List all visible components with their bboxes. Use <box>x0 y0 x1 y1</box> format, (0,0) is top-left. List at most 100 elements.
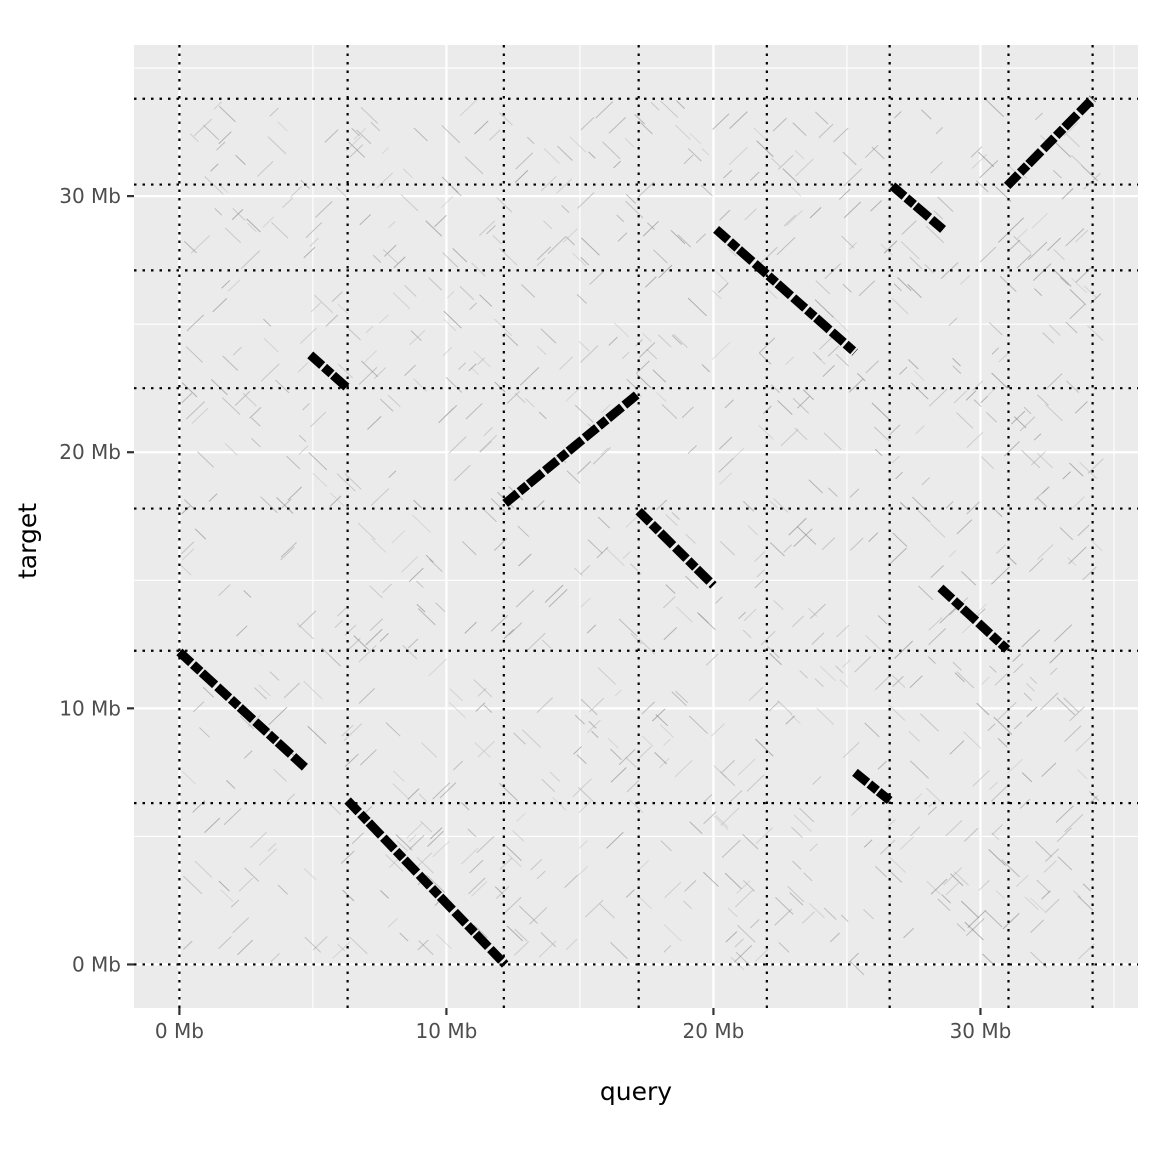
background-hit <box>267 136 287 155</box>
background-hit <box>304 936 322 953</box>
background-hit <box>719 209 731 221</box>
background-hit <box>344 753 359 767</box>
background-hit <box>750 918 760 929</box>
background-hit <box>351 127 360 137</box>
background-hit <box>949 740 965 755</box>
background-hit <box>724 399 734 409</box>
background-hit <box>515 152 534 170</box>
background-hit <box>1013 416 1027 429</box>
background-hit <box>888 704 906 721</box>
background-hit <box>270 953 280 963</box>
background-hit <box>814 678 824 688</box>
background-hit <box>244 867 260 882</box>
background-hit <box>392 783 410 800</box>
background-hit <box>1064 814 1084 833</box>
background-hit <box>303 246 316 259</box>
background-hit <box>657 334 672 348</box>
background-hit <box>1049 667 1058 675</box>
background-hit <box>358 688 376 704</box>
background-hit <box>559 356 574 370</box>
background-hit <box>926 881 941 895</box>
background-hit <box>705 653 719 666</box>
background-hit <box>387 394 401 408</box>
background-hit <box>1063 121 1079 137</box>
background-hit <box>727 790 743 805</box>
background-hit <box>527 632 546 651</box>
background-hit <box>790 713 801 725</box>
background-hit <box>429 827 443 840</box>
background-hit <box>608 116 626 134</box>
background-hit <box>720 807 740 826</box>
background-hit <box>1082 883 1092 892</box>
background-hit <box>908 359 919 370</box>
background-hit <box>506 853 522 868</box>
background-hit <box>391 529 406 544</box>
background-hit <box>792 122 807 136</box>
background-hit <box>290 186 302 198</box>
background-hit <box>277 884 288 895</box>
background-hit <box>870 200 882 212</box>
background-hit <box>254 648 263 657</box>
background-hit <box>899 366 908 375</box>
background-hit <box>625 200 644 219</box>
background-hit <box>774 908 793 926</box>
background-hit <box>388 470 397 479</box>
background-hit <box>452 248 468 263</box>
background-hit <box>756 140 774 158</box>
background-hit <box>864 722 880 738</box>
background-hit <box>787 885 805 903</box>
background-hit <box>337 943 346 952</box>
background-hit <box>1072 496 1085 509</box>
background-hit <box>994 673 1008 686</box>
background-hit <box>646 348 658 360</box>
background-hit <box>734 945 753 963</box>
background-hit <box>888 869 903 883</box>
background-hit <box>1037 544 1054 560</box>
background-hit <box>1066 380 1080 393</box>
background-hit <box>303 681 323 700</box>
background-hit <box>915 425 925 435</box>
background-hit <box>979 160 999 179</box>
background-hit <box>358 367 378 385</box>
background-hit <box>812 776 822 785</box>
background-hit <box>407 788 420 800</box>
background-hit <box>506 391 520 404</box>
background-hit <box>749 171 760 181</box>
background-hit <box>181 505 191 514</box>
background-hit <box>1001 859 1020 878</box>
background-hit <box>687 297 707 317</box>
background-hit <box>222 355 239 371</box>
background-hit <box>776 237 796 256</box>
background-hit <box>465 402 483 420</box>
background-hit <box>508 622 523 636</box>
background-hit <box>434 214 447 228</box>
background-hit <box>925 787 942 803</box>
background-hit <box>263 337 279 353</box>
background-hit <box>874 865 887 878</box>
background-hit <box>237 939 254 956</box>
background-hit <box>849 488 860 498</box>
background-hit <box>580 698 598 716</box>
background-hit <box>1036 452 1053 469</box>
background-hit <box>502 896 522 915</box>
background-hit <box>1019 416 1036 432</box>
background-hit <box>1034 288 1043 297</box>
background-hit <box>689 821 703 835</box>
background-hit <box>892 674 906 688</box>
background-hit <box>474 120 489 135</box>
background-hit <box>299 327 317 344</box>
background-hit <box>224 442 238 456</box>
background-hit <box>997 738 1008 748</box>
background-hit <box>470 367 480 376</box>
alignment-segment-forward <box>502 389 642 507</box>
background-hit <box>736 880 751 895</box>
background-hit <box>297 362 309 373</box>
background-hit <box>379 633 389 642</box>
background-hit <box>865 360 880 374</box>
background-hit <box>961 571 977 586</box>
background-hit <box>436 933 452 950</box>
background-hit <box>637 746 652 760</box>
background-hit <box>719 771 736 787</box>
background-hit <box>772 117 787 132</box>
background-hit <box>1032 263 1052 281</box>
